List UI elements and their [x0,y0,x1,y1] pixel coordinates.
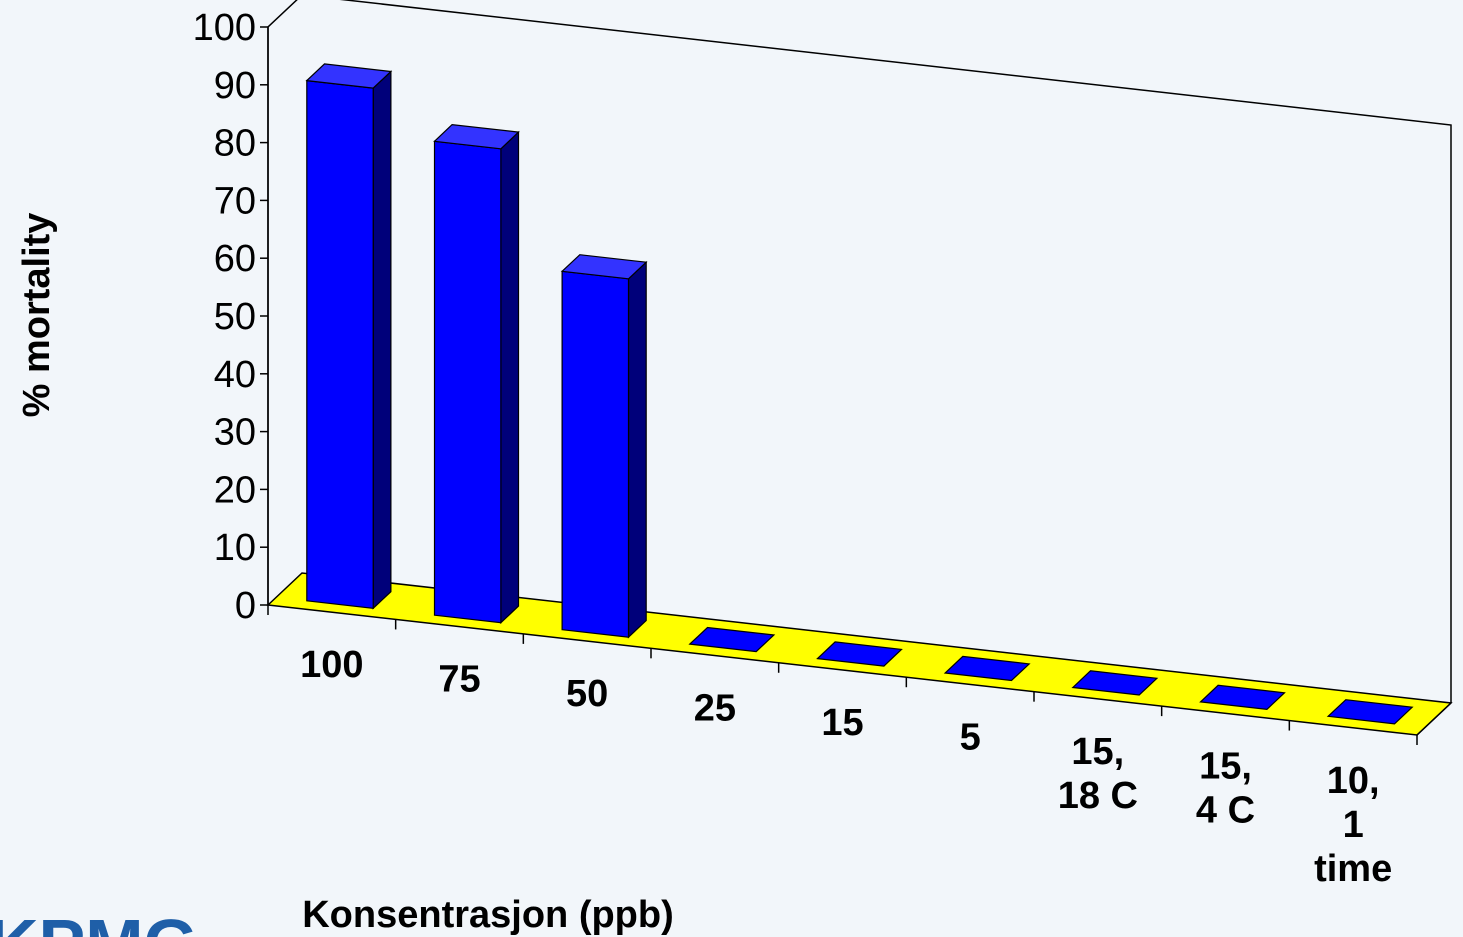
brand-logo-text: KPMG [0,905,198,937]
y-tick-label: 60 [214,238,256,280]
x-tick-label: 15 [821,702,863,744]
bar [305,63,393,610]
x-tick-labels: 100 75 50 25 15 5 15, 18 C 15, 4 C 10, 1 time [300,644,1392,890]
bar-front [561,270,630,638]
bar-top [560,254,648,280]
x-tick-label: 10, 1 time [1314,760,1392,890]
bar [1326,699,1414,725]
bar-top [305,63,393,89]
bar-front [306,79,374,609]
bar-top [1071,670,1159,696]
y-tick-label: 30 [214,412,256,454]
bar [688,626,776,653]
bar-side [627,260,647,639]
y-axis: 0 10 20 30 40 50 60 70 80 90 100 [193,7,269,627]
bar-top [816,641,903,667]
bar [943,655,1031,682]
bar [560,254,648,639]
y-tick-label: 70 [214,180,256,222]
x-tick-label: 50 [566,673,608,715]
y-tick-label: 0 [235,585,256,627]
bar-top [688,626,776,653]
x-tick-label: 75 [438,659,480,701]
bar-side [372,70,392,610]
bar-top [943,655,1031,682]
bar-front [433,140,502,624]
x-tick-label: 5 [960,716,981,758]
bar [1071,670,1159,696]
right-depth-edge [1416,702,1452,736]
x-tick-label: 15, 4 C [1196,745,1255,831]
y-tick-label: 100 [193,7,256,49]
y-axis-title: % mortality [16,213,58,418]
bar [1199,684,1286,711]
x-tick-label: 100 [300,644,363,686]
x-axis-title: Konsentrasjon (ppb) [302,894,674,936]
y-tick-label: 40 [214,354,256,396]
bar [433,123,520,625]
bar-top [1326,699,1414,725]
y-tick-label: 50 [214,296,256,338]
x-axis [267,605,1452,745]
bar-side [500,130,520,625]
bars [305,63,1414,725]
bar [816,641,903,667]
y-tick-label: 80 [214,123,256,165]
y-tick-label: 90 [214,65,256,107]
bar-top [1199,684,1286,711]
x-tick-label: 25 [694,688,736,730]
y-tick-label: 10 [214,527,256,569]
x-tick-label: 15, 18 C [1058,731,1138,817]
bar-top [433,123,520,150]
y-tick-label: 20 [214,469,256,511]
